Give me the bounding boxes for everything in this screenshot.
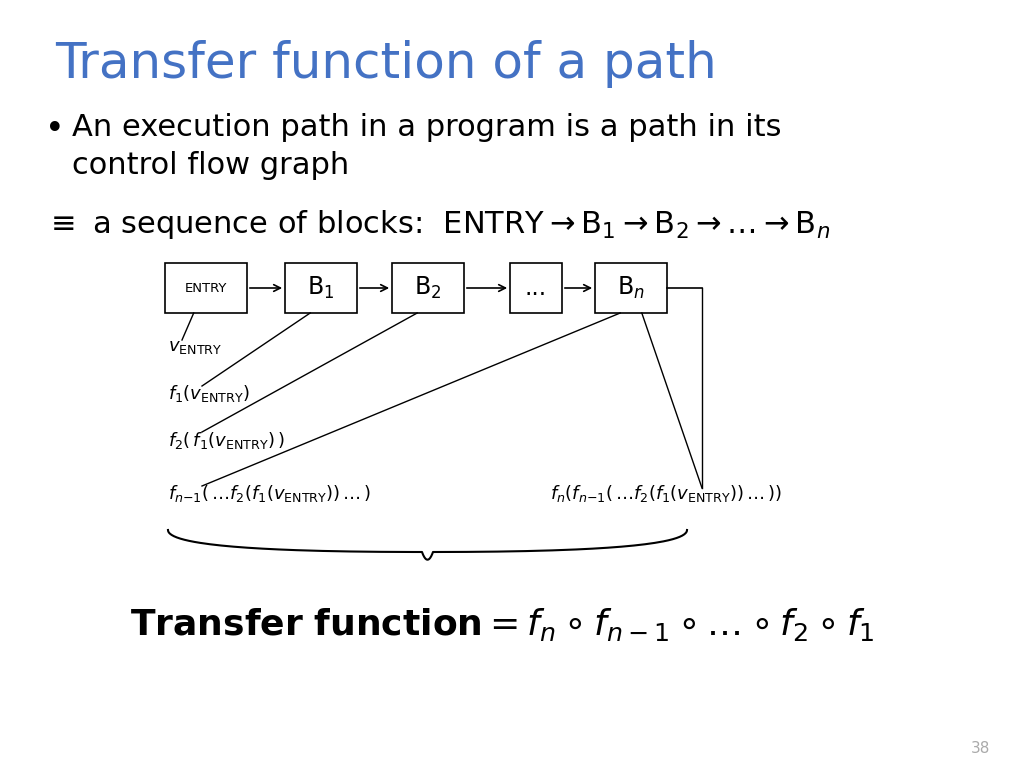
Text: $\mathrm{B}_{n}$: $\mathrm{B}_{n}$ — [617, 275, 645, 301]
Text: $f_{n\mathrm{-}1}(\,\ldots f_2(f_1(v_{\mathrm{ENTRY}}))\,\ldots\,)$: $f_{n\mathrm{-}1}(\,\ldots f_2(f_1(v_{\m… — [168, 483, 371, 504]
Text: $v_{\mathrm{ENTRY}}$: $v_{\mathrm{ENTRY}}$ — [168, 338, 222, 356]
Text: $f_2(\,f_1(v_{\mathrm{ENTRY}})\,)$: $f_2(\,f_1(v_{\mathrm{ENTRY}})\,)$ — [168, 430, 285, 451]
Text: •: • — [45, 113, 65, 146]
Text: $f_n(f_{n\mathrm{-}1}(\,\ldots f_2(f_1(v_{\mathrm{ENTRY}}))\,\ldots\,))$: $f_n(f_{n\mathrm{-}1}(\,\ldots f_2(f_1(v… — [550, 483, 782, 504]
Bar — [510, 263, 562, 313]
Text: $\mathbf{Transfer\ function} = f_n \circ f_{n-1} \circ \ldots \circ f_2 \circ f_: $\mathbf{Transfer\ function} = f_n \circ… — [130, 606, 874, 643]
Text: $f_1(v_{\mathrm{ENTRY}})$: $f_1(v_{\mathrm{ENTRY}})$ — [168, 383, 250, 404]
Text: ...: ... — [525, 276, 547, 300]
Text: An execution path in a program is a path in its
control flow graph: An execution path in a program is a path… — [72, 113, 781, 180]
Text: $\equiv$ a sequence of blocks:  $\mathrm{ENTRY} \rightarrow \mathrm{B}_1 \righta: $\equiv$ a sequence of blocks: $\mathrm{… — [45, 208, 830, 241]
Text: 38: 38 — [971, 741, 990, 756]
Bar — [165, 263, 247, 313]
Text: $\mathrm{B}_{2}$: $\mathrm{B}_{2}$ — [415, 275, 441, 301]
Bar — [285, 263, 357, 313]
Bar — [392, 263, 464, 313]
Text: ENTRY: ENTRY — [184, 282, 227, 294]
Text: Transfer function of a path: Transfer function of a path — [55, 40, 717, 88]
Text: $\mathrm{B}_{1}$: $\mathrm{B}_{1}$ — [307, 275, 335, 301]
Bar — [595, 263, 667, 313]
